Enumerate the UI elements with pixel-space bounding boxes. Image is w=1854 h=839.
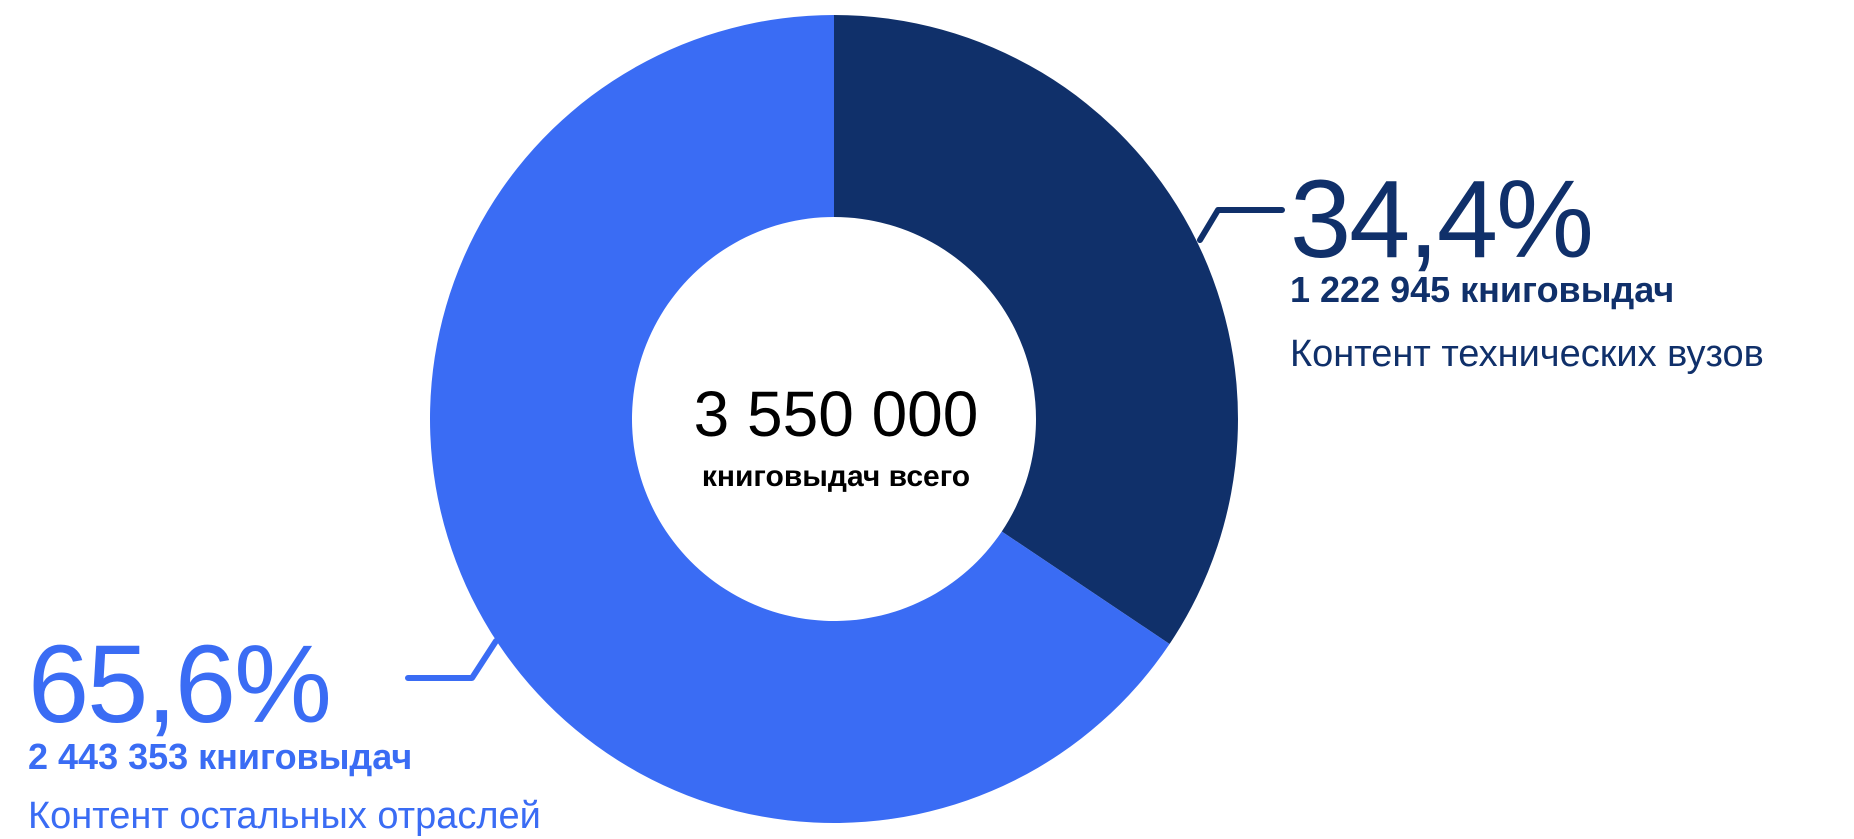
slice-tech-percent: 34,4% <box>1290 158 1594 281</box>
leader-line-other <box>405 638 499 681</box>
total-value: 3 550 000 <box>693 378 979 450</box>
total-caption: книговыдач всего <box>701 460 971 493</box>
slice-other-label: Контент остальных отраслей <box>28 795 541 837</box>
slice-other-count: 2 443 353 книговыдач <box>28 736 413 777</box>
slice-other <box>429 15 1170 823</box>
leader-line-tech <box>1197 207 1285 243</box>
slice-tech-label: Контент технических вузов <box>1290 333 1764 375</box>
slice-tech-count: 1 222 945 книговыдач <box>1290 269 1675 310</box>
slice-other-percent: 65,6% <box>28 623 332 746</box>
slice-tech <box>834 15 1238 644</box>
